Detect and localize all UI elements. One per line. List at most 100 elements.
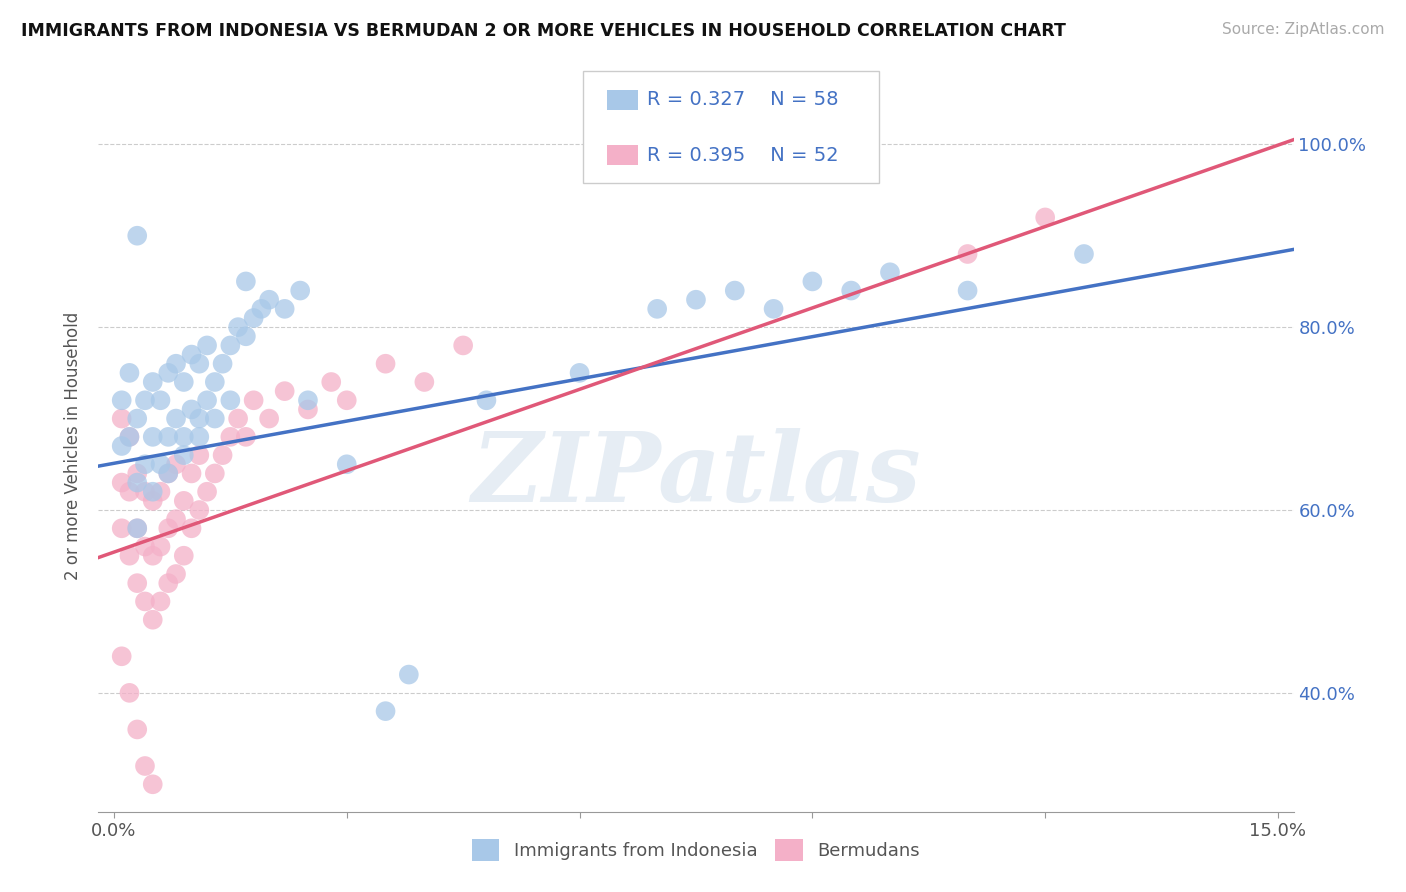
Point bbox=[257, 293, 280, 307]
Point bbox=[157, 430, 180, 444]
Point bbox=[235, 274, 257, 288]
Point bbox=[111, 439, 134, 453]
Point bbox=[118, 549, 141, 563]
Point bbox=[149, 540, 172, 554]
Point bbox=[451, 338, 474, 352]
Point bbox=[118, 430, 141, 444]
Point bbox=[204, 467, 226, 481]
Point bbox=[374, 357, 396, 371]
Point bbox=[180, 402, 202, 417]
Point bbox=[219, 338, 242, 352]
Text: Source: ZipAtlas.com: Source: ZipAtlas.com bbox=[1222, 22, 1385, 37]
Point bbox=[149, 457, 172, 471]
Point bbox=[118, 366, 141, 380]
Point bbox=[149, 594, 172, 608]
Point bbox=[273, 384, 295, 398]
Point bbox=[257, 411, 280, 425]
Point bbox=[188, 357, 211, 371]
Point bbox=[142, 484, 165, 499]
Point bbox=[127, 521, 149, 535]
Point bbox=[157, 467, 180, 481]
Point bbox=[111, 411, 134, 425]
Point bbox=[111, 393, 134, 408]
Point bbox=[297, 393, 319, 408]
Point bbox=[219, 393, 242, 408]
Point bbox=[173, 430, 195, 444]
Point bbox=[645, 301, 668, 316]
Point bbox=[273, 301, 295, 316]
Text: R = 0.395    N = 52: R = 0.395 N = 52 bbox=[647, 145, 838, 165]
Text: R = 0.327    N = 58: R = 0.327 N = 58 bbox=[647, 90, 838, 110]
Point bbox=[235, 329, 257, 343]
Point bbox=[204, 411, 226, 425]
Point bbox=[157, 576, 180, 591]
Point bbox=[118, 430, 141, 444]
Y-axis label: 2 or more Vehicles in Household: 2 or more Vehicles in Household bbox=[65, 312, 83, 580]
Point bbox=[188, 430, 211, 444]
Point bbox=[173, 448, 195, 462]
Point bbox=[801, 274, 824, 288]
Point bbox=[142, 549, 165, 563]
Point bbox=[297, 402, 319, 417]
Point bbox=[134, 393, 156, 408]
Point bbox=[118, 686, 141, 700]
Point bbox=[1073, 247, 1095, 261]
Point bbox=[321, 375, 343, 389]
Legend: Immigrants from Indonesia, Bermudans: Immigrants from Indonesia, Bermudans bbox=[465, 832, 927, 869]
Point bbox=[173, 375, 195, 389]
Point bbox=[142, 430, 165, 444]
Point bbox=[142, 777, 165, 791]
Point bbox=[111, 521, 134, 535]
Point bbox=[127, 228, 149, 243]
Point bbox=[762, 301, 785, 316]
Point bbox=[134, 484, 156, 499]
Point bbox=[157, 366, 180, 380]
Point bbox=[149, 484, 172, 499]
Point bbox=[111, 475, 134, 490]
Point bbox=[134, 540, 156, 554]
Point bbox=[226, 411, 249, 425]
Point bbox=[149, 393, 172, 408]
Point bbox=[142, 613, 165, 627]
Point bbox=[956, 284, 979, 298]
Point bbox=[157, 521, 180, 535]
Point bbox=[235, 430, 257, 444]
Point bbox=[180, 467, 202, 481]
Point bbox=[173, 549, 195, 563]
Point bbox=[475, 393, 498, 408]
Point bbox=[188, 503, 211, 517]
Point bbox=[165, 357, 187, 371]
Point bbox=[879, 265, 901, 279]
Point bbox=[195, 338, 218, 352]
Point bbox=[1033, 211, 1056, 225]
Point bbox=[568, 366, 591, 380]
Point bbox=[374, 704, 396, 718]
Point bbox=[956, 247, 979, 261]
Point bbox=[165, 567, 187, 582]
Point bbox=[211, 357, 233, 371]
Point bbox=[242, 393, 264, 408]
Point bbox=[127, 521, 149, 535]
Point bbox=[127, 467, 149, 481]
Point bbox=[111, 649, 134, 664]
Point bbox=[413, 375, 436, 389]
Point bbox=[173, 494, 195, 508]
Point bbox=[165, 411, 187, 425]
Point bbox=[134, 759, 156, 773]
Point bbox=[226, 320, 249, 334]
Point bbox=[724, 284, 747, 298]
Point bbox=[290, 284, 312, 298]
Point bbox=[127, 576, 149, 591]
Point bbox=[165, 457, 187, 471]
Point bbox=[127, 411, 149, 425]
Point bbox=[118, 484, 141, 499]
Point bbox=[211, 448, 233, 462]
Point bbox=[127, 475, 149, 490]
Point bbox=[398, 667, 420, 681]
Point bbox=[165, 512, 187, 526]
Point bbox=[242, 311, 264, 326]
Point bbox=[204, 375, 226, 389]
Text: ZIPatlas: ZIPatlas bbox=[471, 428, 921, 522]
Point bbox=[134, 457, 156, 471]
Point bbox=[336, 457, 359, 471]
